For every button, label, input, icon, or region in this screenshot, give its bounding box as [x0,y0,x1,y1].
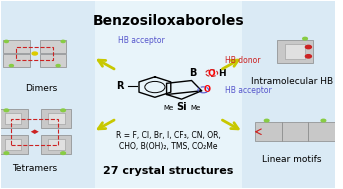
Text: O: O [208,69,215,77]
Text: H: H [218,69,225,77]
Circle shape [61,109,66,112]
Text: HB acceptor: HB acceptor [225,86,272,95]
Polygon shape [277,40,314,63]
Polygon shape [0,136,28,154]
Circle shape [61,40,65,43]
Circle shape [32,52,37,55]
Circle shape [9,64,13,67]
Polygon shape [5,139,21,150]
Circle shape [305,45,311,49]
Polygon shape [308,122,335,141]
Polygon shape [282,122,308,141]
Polygon shape [3,54,30,67]
Text: Dimers: Dimers [25,84,58,93]
Circle shape [56,64,60,67]
Polygon shape [285,44,305,59]
Text: HB acceptor: HB acceptor [118,36,165,45]
Circle shape [305,55,311,58]
Text: Si: Si [176,102,187,112]
Polygon shape [5,113,21,124]
Text: Me: Me [163,105,173,111]
Text: 27 crystal structures: 27 crystal structures [103,166,234,176]
Circle shape [61,152,66,154]
Text: Tetramers: Tetramers [12,164,57,174]
Polygon shape [42,136,71,154]
Polygon shape [40,40,67,53]
Polygon shape [40,54,67,67]
Circle shape [264,119,269,122]
Text: HB donor: HB donor [225,57,260,65]
Polygon shape [48,139,65,150]
Polygon shape [48,113,65,124]
Text: Linear motifs: Linear motifs [262,155,321,164]
Circle shape [303,37,307,40]
FancyBboxPatch shape [95,1,242,188]
Circle shape [4,40,8,43]
Polygon shape [31,129,39,134]
Text: Intramolecular HB: Intramolecular HB [251,77,333,86]
Polygon shape [42,109,71,128]
Circle shape [4,109,9,112]
Text: O: O [203,85,210,94]
Text: Me: Me [190,105,200,111]
Text: R: R [116,81,123,91]
Text: R = F, Cl, Br, I, CF₃, CN, OR,
CHO, B(OH)₂, TMS, CO₂Me: R = F, Cl, Br, I, CF₃, CN, OR, CHO, B(OH… [116,131,221,151]
Circle shape [321,119,326,122]
Text: Benzosiloxaboroles: Benzosiloxaboroles [92,14,244,28]
Circle shape [4,152,9,154]
Polygon shape [255,122,282,141]
Text: B: B [190,68,197,78]
Polygon shape [3,40,30,53]
Polygon shape [0,109,28,128]
